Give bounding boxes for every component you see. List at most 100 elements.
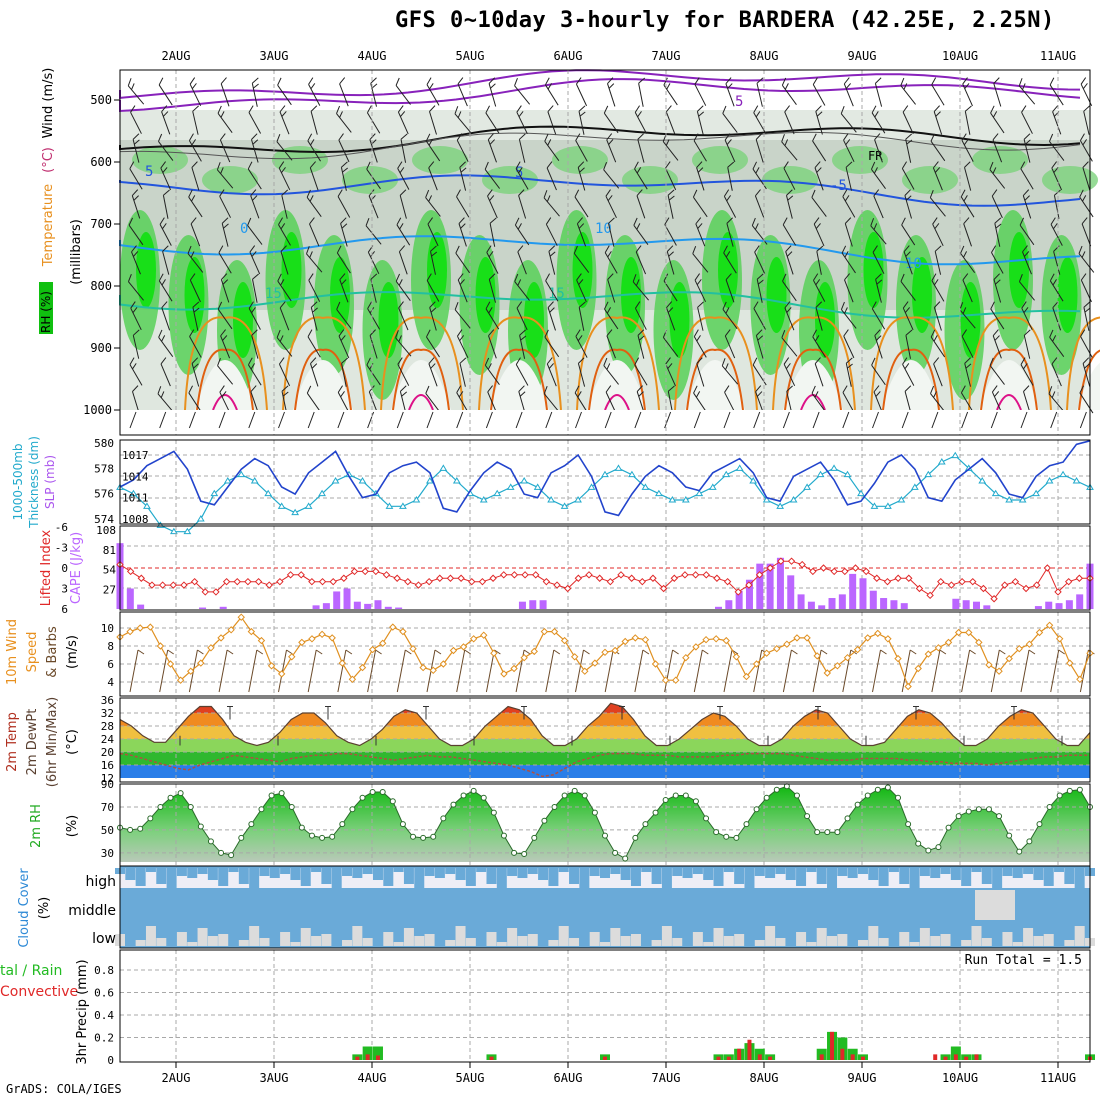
wind-barb [664,217,677,246]
cloud-high-bar [1043,868,1054,886]
wind10-marker [217,634,225,642]
wind-barb [751,217,768,245]
wind-barb [990,105,1005,134]
cape-bar [1034,606,1042,609]
cloud-low-bar [558,926,569,946]
wind-barb [634,357,648,386]
wind-barb-ground [426,411,434,429]
barb-flag [371,83,378,89]
rh-blob-high [378,282,399,358]
barb-flag [667,385,675,392]
slp-tick-label: 1008 [122,513,149,526]
barb-staff [786,195,793,219]
barb-staff [875,279,882,303]
barb-flag [578,357,585,364]
barb-flag [603,357,608,366]
barb-staff [219,139,231,163]
wind-barb [930,385,946,413]
barb-flag [192,301,200,308]
wind10-marker [197,659,205,667]
lifted-index-marker [969,577,977,586]
barb-flag [488,251,494,258]
barb-flag [157,386,162,394]
lifted-index-marker [158,581,167,589]
barb-staff [455,252,470,274]
wind-barb [160,357,171,387]
wind-barb [930,133,946,162]
contour-label: 15 [548,286,565,302]
barb-flag [548,245,556,252]
thickness-marker [425,477,434,484]
barb-staff [785,251,794,275]
cloud-high-bar [218,868,229,886]
wind-barb [755,329,764,359]
precip-convective-bar [375,1055,380,1060]
wind-barb [338,329,350,359]
barb-flag [252,195,258,201]
barb-flag [604,245,610,253]
barb-flag [366,357,371,366]
wind-barb [576,273,587,303]
wind10-marker [409,644,417,653]
wind-barb [812,329,826,358]
barb-staff [637,335,645,359]
rh-marker [743,821,750,828]
wind-barb [578,105,586,135]
barb-flag [395,77,400,86]
wind-barb [158,133,174,161]
wind10-marker [661,676,670,684]
barb-staff [190,223,201,247]
cloud-high-bar [806,868,817,872]
lifted-index-marker [1011,577,1020,586]
barb-flag [162,111,169,117]
barb-flag [341,223,348,229]
cloud-low-bar [362,938,373,946]
barb-flag [427,217,433,225]
wind10-barb-flag [464,649,471,655]
barb-flag [781,329,786,338]
cloud-high-bar [971,868,982,872]
wind-barb [219,133,231,163]
rh-marker [521,850,528,857]
barb-staff [279,307,290,331]
barb-staff [666,307,676,331]
cloud-high-bar [630,868,641,886]
barb-flag [606,133,613,141]
barb-flag [607,77,614,84]
wind-barb [695,217,706,247]
barb-staff [960,196,975,218]
barb-staff [603,365,619,385]
wind-barb [904,189,912,219]
cape-bar [374,600,382,609]
barb-flag [1082,139,1088,146]
lifted-index-marker [713,574,721,582]
cloud-high-label: high [85,874,116,890]
thickness-marker [870,502,879,509]
barb-staff [961,140,974,162]
thickness-marker [951,451,960,459]
barb-staff [813,280,826,302]
barb-flag [307,133,313,142]
cape-tick: 108 [96,524,116,537]
barb-flag [515,357,521,365]
cloud-low-bar [610,928,621,946]
barb-flag [220,329,226,337]
barb-flag [219,385,225,393]
barb-flag [456,133,463,141]
thickness-marker [655,489,663,497]
dewpoint-line [119,752,1090,778]
barb-staff [933,363,943,387]
barb-flag [398,105,404,113]
wind-barb [429,301,437,331]
barb-staff [634,168,648,190]
thickness-marker [533,483,542,490]
barb-flag [964,105,972,112]
rh-marker [612,849,619,856]
wind10-marker [783,640,791,648]
barb-staff [783,363,796,387]
wind-barb [514,217,530,246]
barb-staff [964,167,972,191]
pressure-tick-label: 800 [90,279,112,293]
barb-staff [1023,139,1031,163]
lifted-index-marker [318,577,327,586]
